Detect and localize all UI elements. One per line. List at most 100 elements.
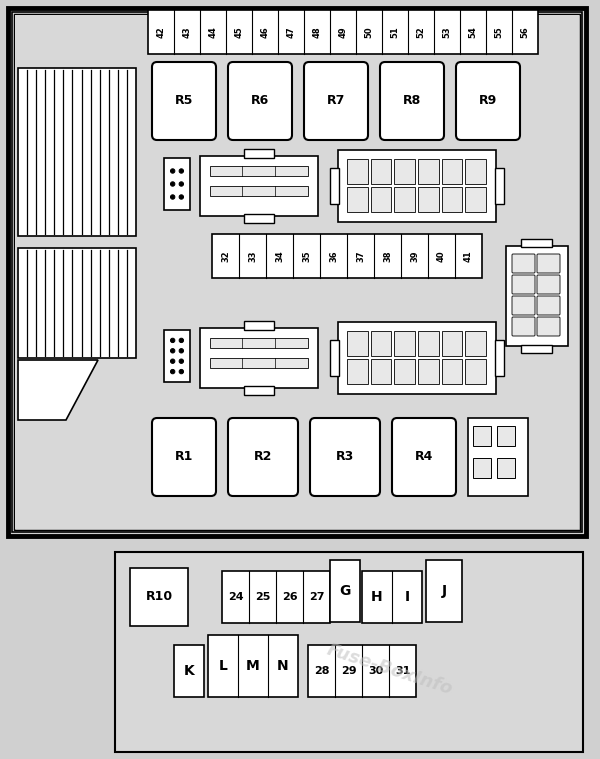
- Bar: [466, 159, 486, 184]
- Circle shape: [179, 182, 184, 186]
- Bar: [495, 340, 504, 376]
- Text: 44: 44: [209, 26, 218, 38]
- Text: K: K: [184, 664, 194, 678]
- Text: 34: 34: [275, 250, 284, 262]
- Bar: [347, 187, 368, 212]
- Text: 35: 35: [302, 250, 311, 262]
- Bar: [442, 359, 463, 384]
- Text: 36: 36: [329, 250, 338, 262]
- Text: 50: 50: [365, 27, 373, 38]
- FancyBboxPatch shape: [512, 296, 535, 315]
- Text: 29: 29: [341, 666, 356, 676]
- FancyBboxPatch shape: [456, 62, 520, 140]
- FancyBboxPatch shape: [152, 418, 216, 496]
- Bar: [18, 248, 136, 358]
- Text: 52: 52: [416, 26, 425, 38]
- Text: R3: R3: [336, 451, 354, 464]
- Bar: [222, 571, 330, 623]
- Bar: [347, 159, 368, 184]
- Text: 55: 55: [494, 26, 503, 38]
- Text: 53: 53: [443, 27, 452, 38]
- Bar: [371, 187, 391, 212]
- Text: 26: 26: [281, 592, 298, 602]
- Text: R6: R6: [251, 95, 269, 108]
- Bar: [426, 560, 462, 622]
- Circle shape: [170, 359, 175, 364]
- Bar: [244, 214, 274, 223]
- Bar: [210, 358, 308, 368]
- Text: R2: R2: [254, 451, 272, 464]
- Circle shape: [170, 370, 175, 373]
- Bar: [362, 571, 422, 623]
- Bar: [495, 168, 504, 204]
- Bar: [418, 187, 439, 212]
- Text: 33: 33: [248, 250, 257, 262]
- Text: 24: 24: [227, 592, 244, 602]
- FancyBboxPatch shape: [228, 418, 298, 496]
- Bar: [115, 552, 583, 752]
- FancyBboxPatch shape: [512, 254, 535, 273]
- FancyBboxPatch shape: [537, 296, 560, 315]
- Bar: [418, 331, 439, 356]
- Bar: [394, 159, 415, 184]
- Bar: [174, 645, 204, 697]
- Circle shape: [170, 339, 175, 342]
- Bar: [497, 426, 515, 446]
- Bar: [442, 187, 463, 212]
- Circle shape: [179, 359, 184, 364]
- Bar: [347, 331, 368, 356]
- Bar: [12, 12, 582, 532]
- Bar: [468, 418, 528, 496]
- Bar: [14, 14, 580, 530]
- Bar: [371, 331, 391, 356]
- Circle shape: [179, 339, 184, 342]
- Text: L: L: [218, 659, 227, 673]
- Text: 56: 56: [521, 26, 530, 38]
- Text: 37: 37: [356, 250, 365, 262]
- Text: Fuse-BoxInfo: Fuse-BoxInfo: [325, 641, 455, 699]
- Bar: [244, 386, 274, 395]
- Text: 51: 51: [391, 26, 400, 38]
- FancyBboxPatch shape: [152, 62, 216, 140]
- Bar: [18, 68, 136, 236]
- Bar: [212, 234, 482, 278]
- Text: 48: 48: [313, 27, 322, 38]
- FancyBboxPatch shape: [512, 275, 535, 294]
- Bar: [466, 359, 486, 384]
- Bar: [130, 568, 188, 626]
- Text: 54: 54: [469, 26, 478, 38]
- Text: 43: 43: [182, 27, 191, 38]
- Bar: [210, 186, 308, 196]
- Text: 27: 27: [309, 592, 324, 602]
- Circle shape: [179, 348, 184, 353]
- Text: 47: 47: [287, 27, 296, 38]
- Bar: [506, 246, 568, 346]
- Text: J: J: [442, 584, 446, 598]
- Bar: [330, 560, 360, 622]
- Bar: [418, 159, 439, 184]
- Bar: [394, 331, 415, 356]
- Bar: [244, 149, 274, 158]
- Text: R4: R4: [415, 451, 433, 464]
- Circle shape: [179, 168, 184, 173]
- Bar: [148, 10, 538, 54]
- FancyBboxPatch shape: [537, 317, 560, 336]
- Text: M: M: [246, 659, 260, 673]
- Bar: [244, 321, 274, 330]
- FancyBboxPatch shape: [537, 254, 560, 273]
- FancyBboxPatch shape: [228, 62, 292, 140]
- Bar: [164, 330, 190, 382]
- Text: R7: R7: [327, 95, 345, 108]
- Bar: [497, 458, 515, 478]
- Bar: [200, 156, 318, 216]
- FancyBboxPatch shape: [380, 62, 444, 140]
- Polygon shape: [18, 360, 98, 420]
- Bar: [371, 359, 391, 384]
- Text: R5: R5: [175, 95, 193, 108]
- Text: 30: 30: [368, 666, 383, 676]
- Bar: [210, 166, 308, 176]
- FancyBboxPatch shape: [512, 317, 535, 336]
- Circle shape: [170, 182, 175, 186]
- Text: 46: 46: [260, 26, 269, 38]
- Text: 38: 38: [383, 250, 392, 262]
